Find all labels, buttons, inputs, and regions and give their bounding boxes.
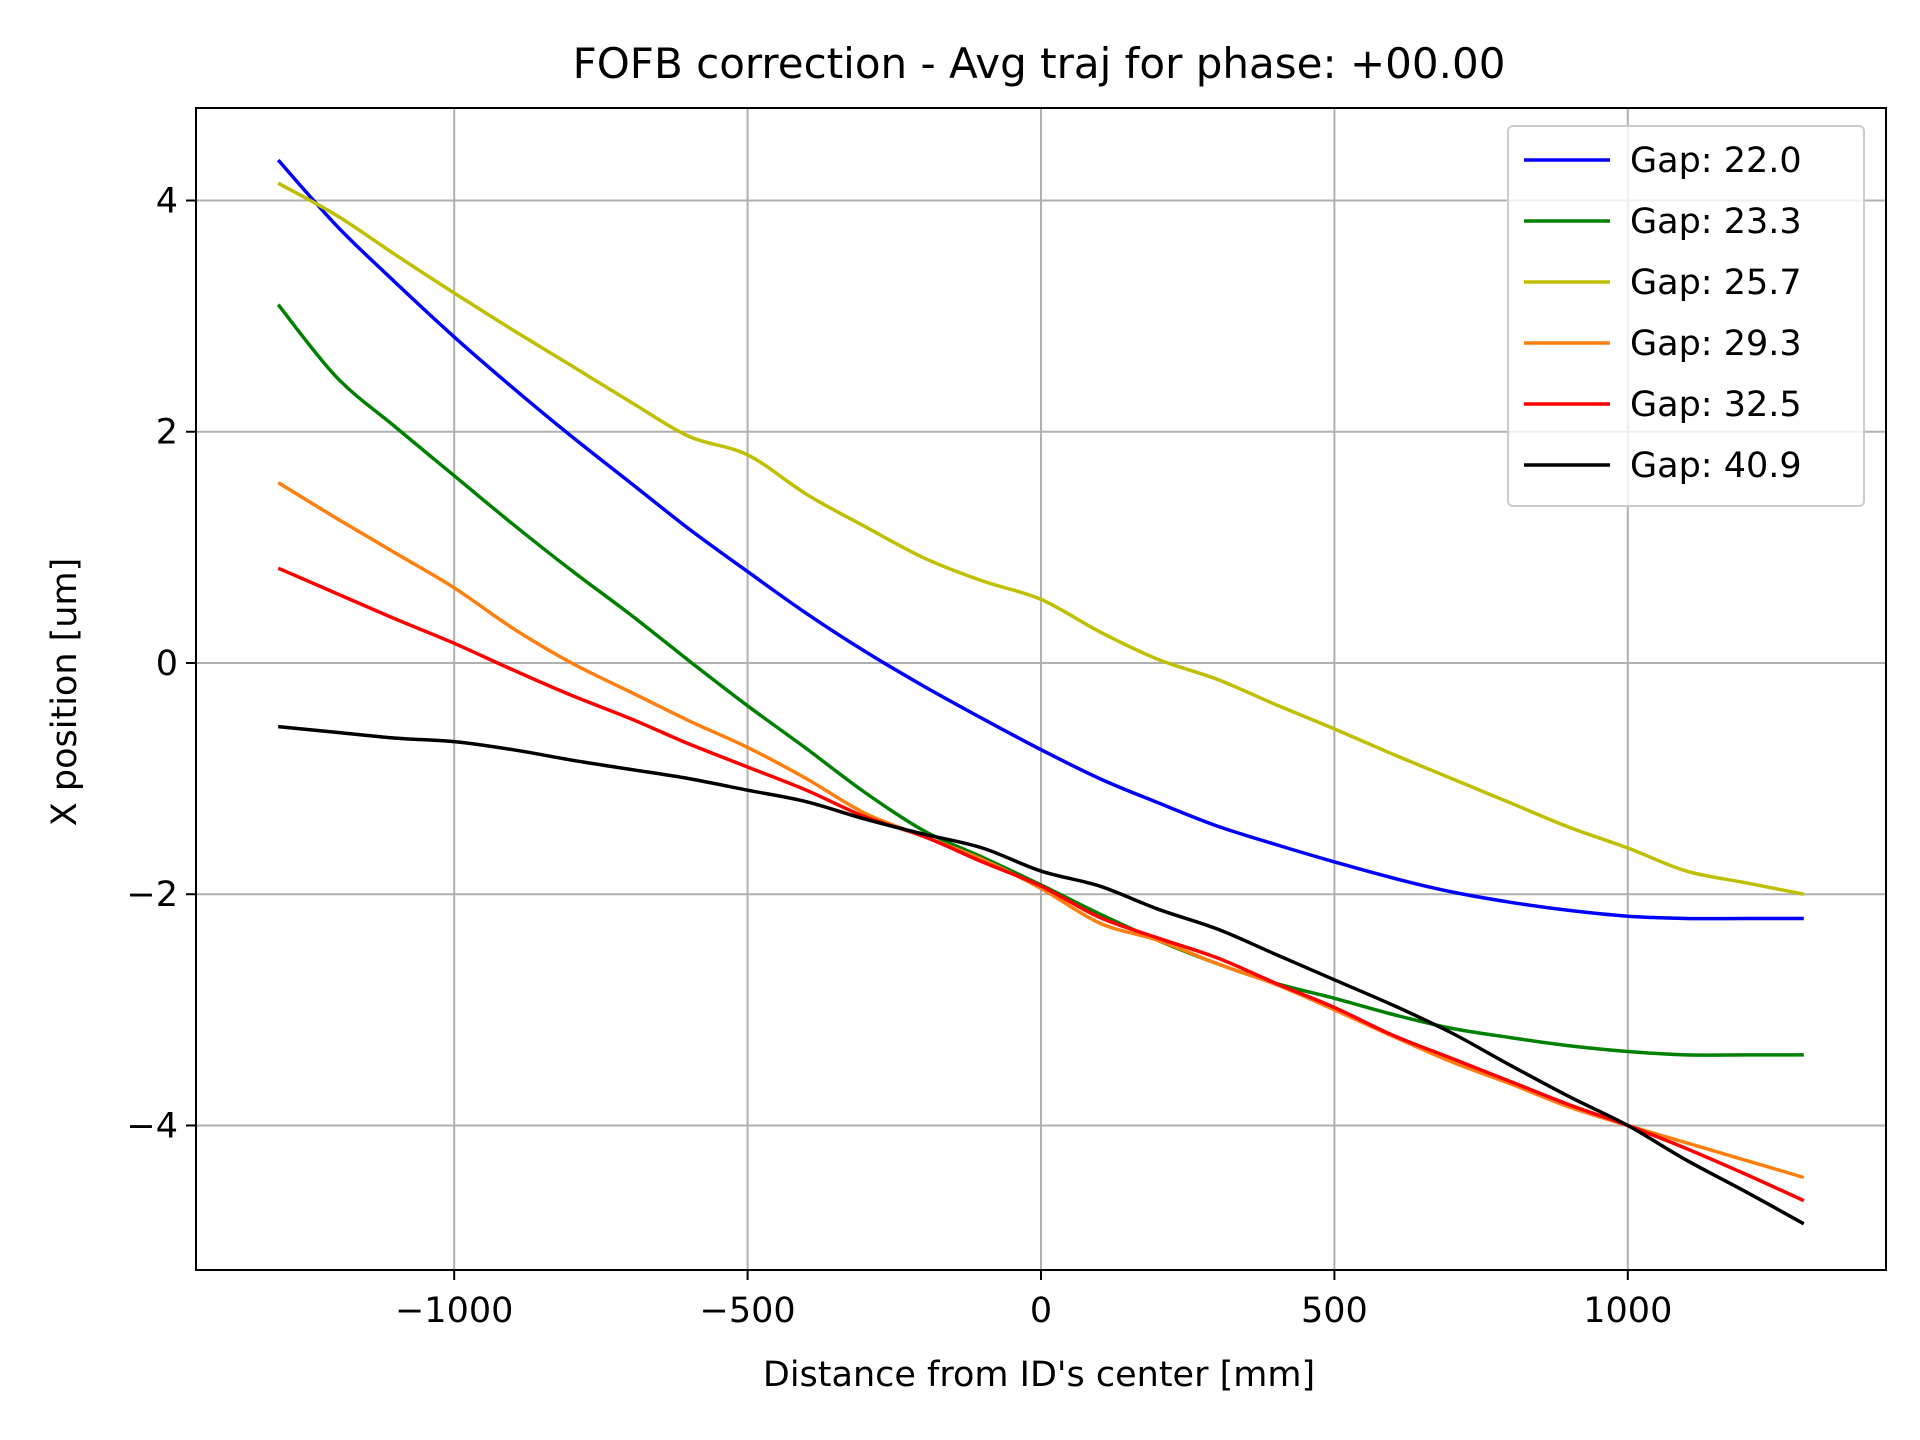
- x-tick-label: 500: [1301, 1291, 1368, 1331]
- series-line: [277, 566, 1805, 1203]
- legend-label: Gap: 32.5: [1630, 385, 1802, 425]
- x-tick-label: −1000: [395, 1291, 513, 1331]
- series-group: [276, 158, 1805, 1226]
- x-tick-label: 1000: [1583, 1291, 1672, 1331]
- x-axis-label: Distance from ID's center [mm]: [763, 1355, 1315, 1395]
- y-tick-label: −2: [126, 875, 178, 915]
- x-tick-label: −500: [700, 1291, 796, 1331]
- series-line: [277, 181, 1805, 896]
- y-tick-label: −4: [126, 1106, 178, 1146]
- chart-title: FOFB correction - Avg traj for phase: +0…: [573, 39, 1506, 88]
- legend-label: Gap: 25.7: [1630, 263, 1802, 303]
- legend-label: Gap: 40.9: [1630, 446, 1802, 486]
- series-line: [276, 158, 1804, 921]
- y-tick-label: 0: [156, 644, 178, 684]
- legend-label: Gap: 22.0: [1630, 141, 1802, 181]
- y-axis-label: X position [um]: [45, 558, 85, 826]
- ticks: −1000 −500 0 500 1000 −4 −2 0 2 4: [126, 181, 1672, 1331]
- series-line: [276, 303, 1804, 1057]
- x-tick-label: 0: [1030, 1291, 1052, 1331]
- y-tick-label: 4: [156, 181, 178, 221]
- legend-label: Gap: 29.3: [1630, 324, 1802, 364]
- legend-label: Gap: 23.3: [1630, 202, 1802, 242]
- y-tick-label: 2: [156, 413, 178, 453]
- legend: Gap: 22.0 Gap: 23.3 Gap: 25.7 Gap: 29.3 Gap:…: [1507, 125, 1865, 507]
- series-line: [278, 724, 1805, 1226]
